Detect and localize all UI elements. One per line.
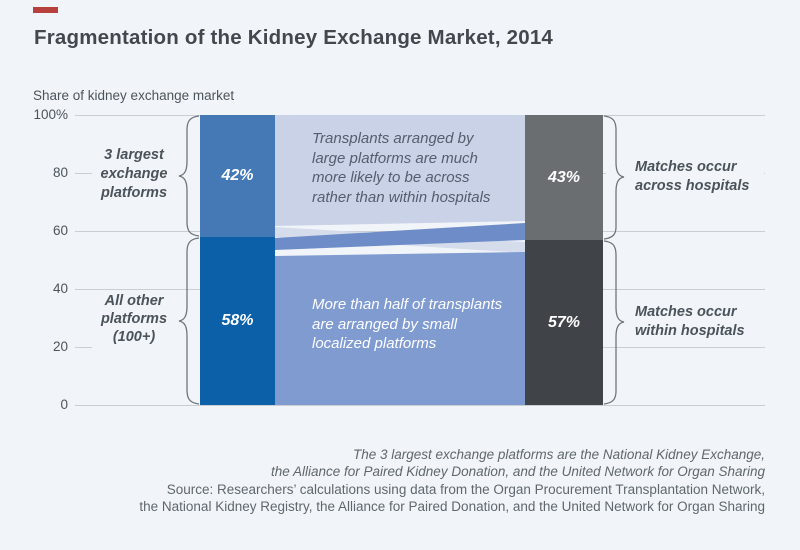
footnote-line: the Alliance for Paired Kidney Donation,… (270, 464, 765, 480)
label-line: platforms (100, 311, 168, 327)
bar-small-platforms: 58% (200, 237, 275, 405)
annotation-line: rather than within hospitals (312, 188, 491, 206)
label-line: Matches occur (635, 304, 737, 320)
label-line: exchange (100, 166, 168, 182)
label-line: Matches occur (635, 159, 737, 175)
label-all-other-platforms: All other platforms (100+) (92, 292, 200, 349)
label-matches-across-hospitals: Matches occur across hospitals (606, 158, 764, 200)
accent-dash (33, 7, 58, 13)
label-line: (100+) (112, 329, 156, 345)
label-line: across hospitals (635, 178, 750, 194)
flow-large-to-across (275, 115, 525, 226)
annotation-line: large platforms are much (312, 149, 478, 167)
source-line: the National Kidney Registry, the Allian… (139, 498, 765, 514)
y-tick-60: 60 (52, 223, 68, 238)
pct-large-platforms: 42% (221, 167, 254, 184)
source-line: Source: Researchers’ calculations using … (166, 481, 765, 497)
y-tick-100: 100% (33, 107, 68, 122)
annotation-small-platforms: More than half of transplants are arrang… (312, 295, 527, 354)
y-axis-label: Share of kidney exchange market (33, 88, 235, 103)
label-line: 3 largest (104, 147, 164, 163)
y-tick-0: 0 (60, 397, 68, 412)
pct-small-platforms: 58% (221, 312, 254, 329)
annotation-line: more likely to be across (312, 169, 470, 186)
annotation-large-platforms: Transplants arranged by large platforms … (312, 129, 527, 207)
flow-small-to-across (275, 223, 525, 250)
y-tick-40: 40 (52, 281, 68, 296)
annotation-line: are arranged by small (312, 315, 458, 333)
pct-within-hospitals: 57% (547, 313, 581, 331)
gridline-0 (75, 405, 765, 406)
annotation-line: Transplants arranged by (312, 130, 474, 147)
bar-across-hospitals: 43% (525, 115, 603, 240)
label-line: within hospitals (635, 323, 745, 339)
label-line: All other (104, 293, 164, 309)
chart-title: Fragmentation of the Kidney Exchange Mar… (34, 26, 554, 49)
bar-within-hospitals: 57% (525, 240, 603, 405)
pct-across-hospitals: 43% (547, 168, 581, 186)
annotation-line: More than half of transplants (312, 296, 503, 313)
source-note: The 3 largest exchange platforms are the… (35, 446, 765, 515)
label-matches-within-hospitals: Matches occur within hospitals (606, 303, 764, 345)
flow-small-to-within (275, 252, 525, 405)
label-line: platforms (100, 185, 168, 201)
label-3-largest-platforms: 3 largest exchange platforms (92, 146, 200, 203)
y-tick-80: 80 (52, 165, 68, 180)
bar-large-platforms: 42% (200, 115, 275, 237)
y-tick-20: 20 (52, 339, 68, 354)
footnote-line: The 3 largest exchange platforms are the… (353, 447, 765, 462)
sankey-flows (275, 115, 525, 405)
annotation-line: localized platforms (312, 335, 437, 352)
